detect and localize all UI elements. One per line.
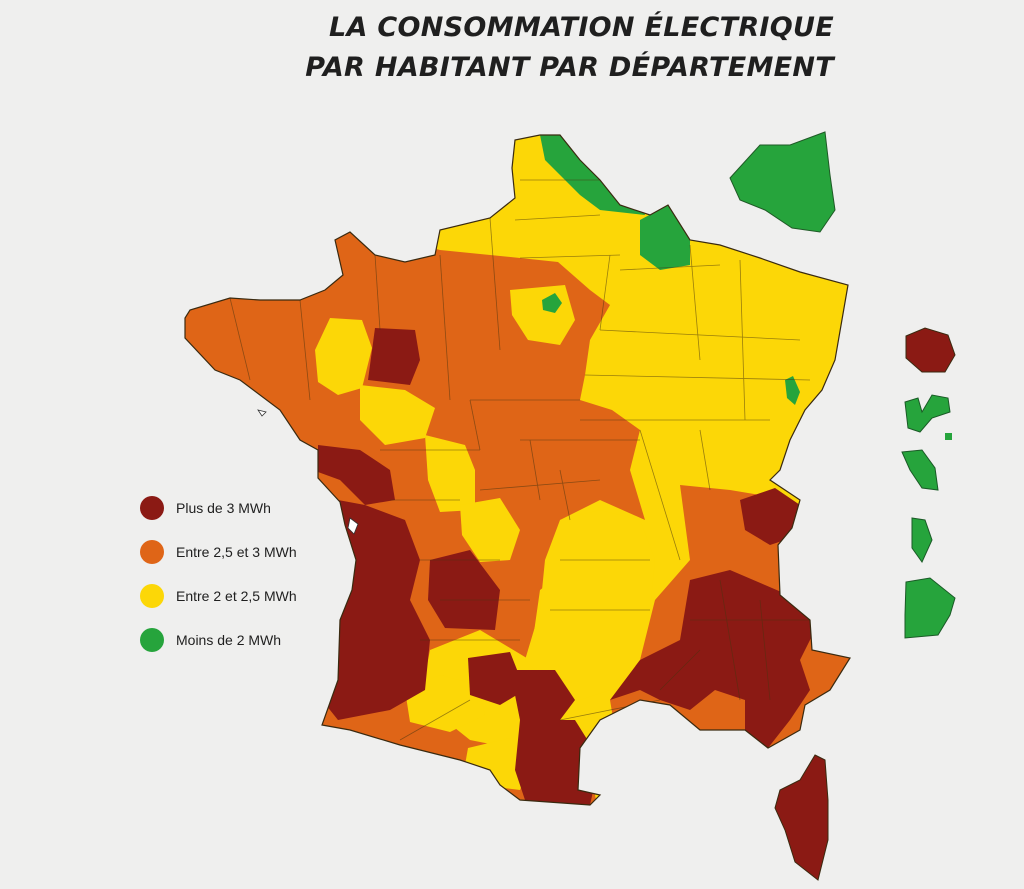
legend-label: Entre 2,5 et 3 MWh (176, 544, 297, 560)
mainland-outline (184, 134, 851, 806)
legend-swatch-entre-25-3 (140, 540, 164, 564)
overseas-guadeloupe-islet (945, 433, 952, 440)
legend: Plus de 3 MWh Entre 2,5 et 3 MWh Entre 2… (140, 496, 297, 673)
mainland-france (185, 135, 850, 805)
zone-vienne-yellow (425, 435, 475, 512)
zone-moins-2-paris (542, 293, 562, 313)
island-oleron (347, 517, 359, 535)
zone-auvergne-yellow (525, 510, 655, 700)
legend-label: Entre 2 et 2,5 MWh (176, 588, 297, 604)
map-title: LA CONSOMMATION ÉLECTRIQUE PAR HABITANT … (305, 8, 834, 88)
overseas-mayotte (911, 517, 933, 563)
legend-label: Plus de 3 MWh (176, 500, 271, 516)
legend-item-plus-3: Plus de 3 MWh (140, 496, 297, 520)
zone-plus-3-mayenne (368, 328, 420, 385)
zone-moins-2-ardennes (640, 205, 690, 270)
overseas-guadeloupe (904, 394, 951, 433)
overseas-martinique (901, 449, 939, 491)
inset-ile-de-france (729, 131, 836, 233)
legend-swatch-entre-2-25 (140, 584, 164, 608)
legend-item-entre-25-3: Entre 2,5 et 3 MWh (140, 540, 297, 564)
corsica (774, 754, 829, 881)
title-line-1: LA CONSOMMATION ÉLECTRIQUE (328, 12, 834, 43)
legend-swatch-moins-2 (140, 628, 164, 652)
legend-label: Moins de 2 MWh (176, 632, 282, 648)
island-belle-ile (257, 409, 267, 417)
department-borders (229, 179, 811, 741)
zone-plus-3-southeast (610, 570, 815, 748)
overseas-reunion (905, 327, 956, 373)
zone-moins-2-haut-rhin (785, 376, 800, 405)
legend-swatch-plus-3 (140, 496, 164, 520)
zone-plus-3-aveyron (510, 670, 575, 720)
legend-item-entre-2-25: Entre 2 et 2,5 MWh (140, 584, 297, 608)
zone-plus-3-lot (468, 652, 525, 705)
zone-brittany-yellow (315, 318, 372, 395)
zone-plus-3-vendee (318, 445, 395, 505)
zone-plus-3-dordogne (428, 550, 500, 630)
overseas-guyane (904, 577, 956, 639)
zone-loire-yellow (360, 385, 435, 445)
zone-charente-yellow (460, 498, 520, 562)
legend-item-moins-2: Moins de 2 MWh (140, 628, 297, 652)
title-line-2: PAR HABITANT PAR DÉPARTEMENT (305, 52, 834, 83)
zone-plus-3-savoie (740, 488, 800, 545)
